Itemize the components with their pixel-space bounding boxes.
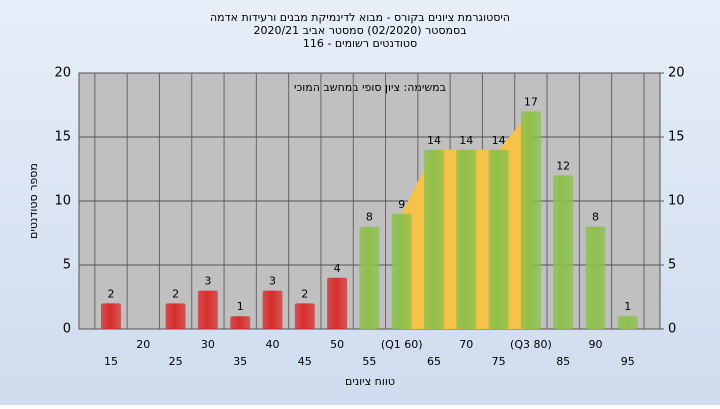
value-label: 2 [301, 287, 308, 300]
x-tick-label: 15 [104, 355, 118, 368]
value-label: 8 [592, 211, 599, 224]
x-tick-label: 95 [621, 355, 635, 368]
value-label: 8 [366, 211, 373, 224]
y2-tick-label: 15 [668, 130, 685, 145]
chart-subtitle: בסמסטר (02/2020) סמסטר אביב 2020/21 [253, 24, 466, 37]
x-tick-label: 50 [330, 338, 344, 351]
x-tick-label: 25 [169, 355, 183, 368]
chart-title: היסטוגרמת ציונים בקורס - מבוא לדינמיקת מ… [210, 11, 510, 24]
y-tick-label: 20 [54, 66, 71, 81]
value-label: 2 [172, 287, 179, 300]
bar [262, 290, 283, 329]
x-tick-label: 65 [427, 355, 441, 368]
x-tick-label: 75 [492, 355, 506, 368]
value-label: 14 [492, 134, 506, 147]
value-label: 4 [334, 262, 341, 275]
bar [230, 316, 251, 329]
y2-tick-label: 0 [668, 322, 676, 337]
bar [294, 303, 315, 329]
x-tick-label: 30 [201, 338, 215, 351]
y2-tick-label: 20 [668, 66, 685, 81]
y-tick-label: 15 [54, 130, 71, 145]
y-tick-label: 0 [63, 322, 71, 337]
value-label: 9 [398, 198, 405, 211]
bar [617, 316, 638, 329]
x-tick-label: 70 [459, 338, 473, 351]
value-label: 12 [556, 159, 570, 172]
bar [101, 303, 121, 329]
value-label: 2 [108, 287, 115, 300]
bar [553, 175, 574, 329]
annotation: במשימה: ציון סופי במחשב המוכי [294, 81, 446, 94]
value-label: 17 [524, 95, 538, 108]
y-tick-label: 5 [63, 258, 71, 273]
bar [488, 149, 509, 329]
y-tick-label: 10 [54, 194, 71, 209]
x-tick-label: (Q3 80) [510, 338, 552, 351]
value-label: 1 [624, 300, 631, 313]
x-tick-label: (Q1 60) [381, 338, 423, 351]
value-label: 14 [459, 134, 473, 147]
value-label: 3 [269, 275, 276, 288]
bar [456, 149, 477, 329]
value-label: 14 [427, 134, 441, 147]
value-label: 3 [204, 275, 211, 288]
value-label: 1 [237, 300, 244, 313]
x-axis-label: טווח ציונים [345, 375, 395, 388]
y2-tick-label: 5 [668, 258, 676, 273]
bar [520, 111, 541, 330]
x-tick-label: 90 [589, 338, 603, 351]
chart-subtitle: סטודנטים רשומים - 116 [303, 37, 417, 50]
bar [391, 213, 412, 329]
x-tick-label: 35 [233, 355, 247, 368]
bar [165, 303, 186, 329]
y-axis-label: מספר סטודנטים [27, 163, 40, 239]
y2-tick-label: 10 [668, 194, 685, 209]
bar [197, 290, 218, 329]
bar [424, 149, 444, 329]
x-tick-label: 20 [136, 338, 150, 351]
bar [359, 226, 380, 329]
x-tick-label: 45 [298, 355, 312, 368]
x-tick-label: 55 [362, 355, 376, 368]
x-tick-label: 85 [556, 355, 570, 368]
x-tick-label: 40 [266, 338, 280, 351]
bar [585, 226, 606, 329]
bar [327, 277, 348, 329]
